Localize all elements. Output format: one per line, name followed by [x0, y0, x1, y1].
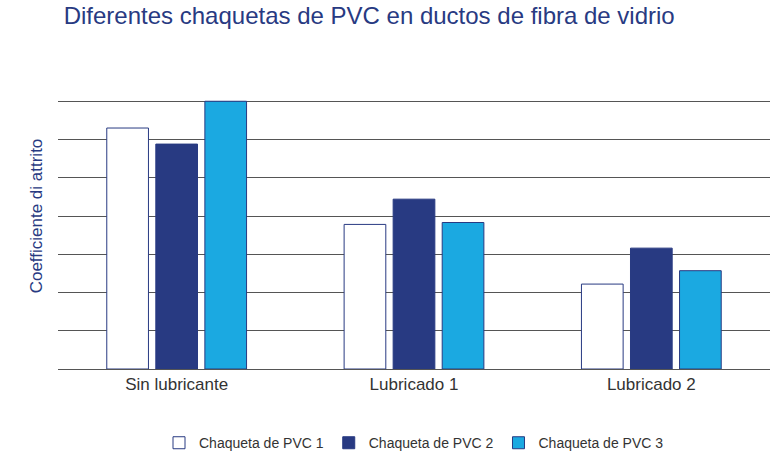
svg-text:Chaqueta de PVC 1: Chaqueta de PVC 1	[199, 435, 324, 451]
svg-text:Chaqueta de PVC 3: Chaqueta de PVC 3	[538, 435, 663, 451]
svg-text:Sin lubricante: Sin lubricante	[125, 375, 228, 394]
svg-text:Diferentes chaquetas de PVC en: Diferentes chaquetas de PVC en ductos de…	[64, 2, 675, 29]
svg-text:Coefficiente di attrito: Coefficiente di attrito	[27, 139, 46, 294]
svg-text:Lubricado 2: Lubricado 2	[607, 375, 696, 394]
svg-text:Lubricado 1: Lubricado 1	[370, 375, 459, 394]
svg-text:Chaqueta de PVC 2: Chaqueta de PVC 2	[369, 435, 494, 451]
